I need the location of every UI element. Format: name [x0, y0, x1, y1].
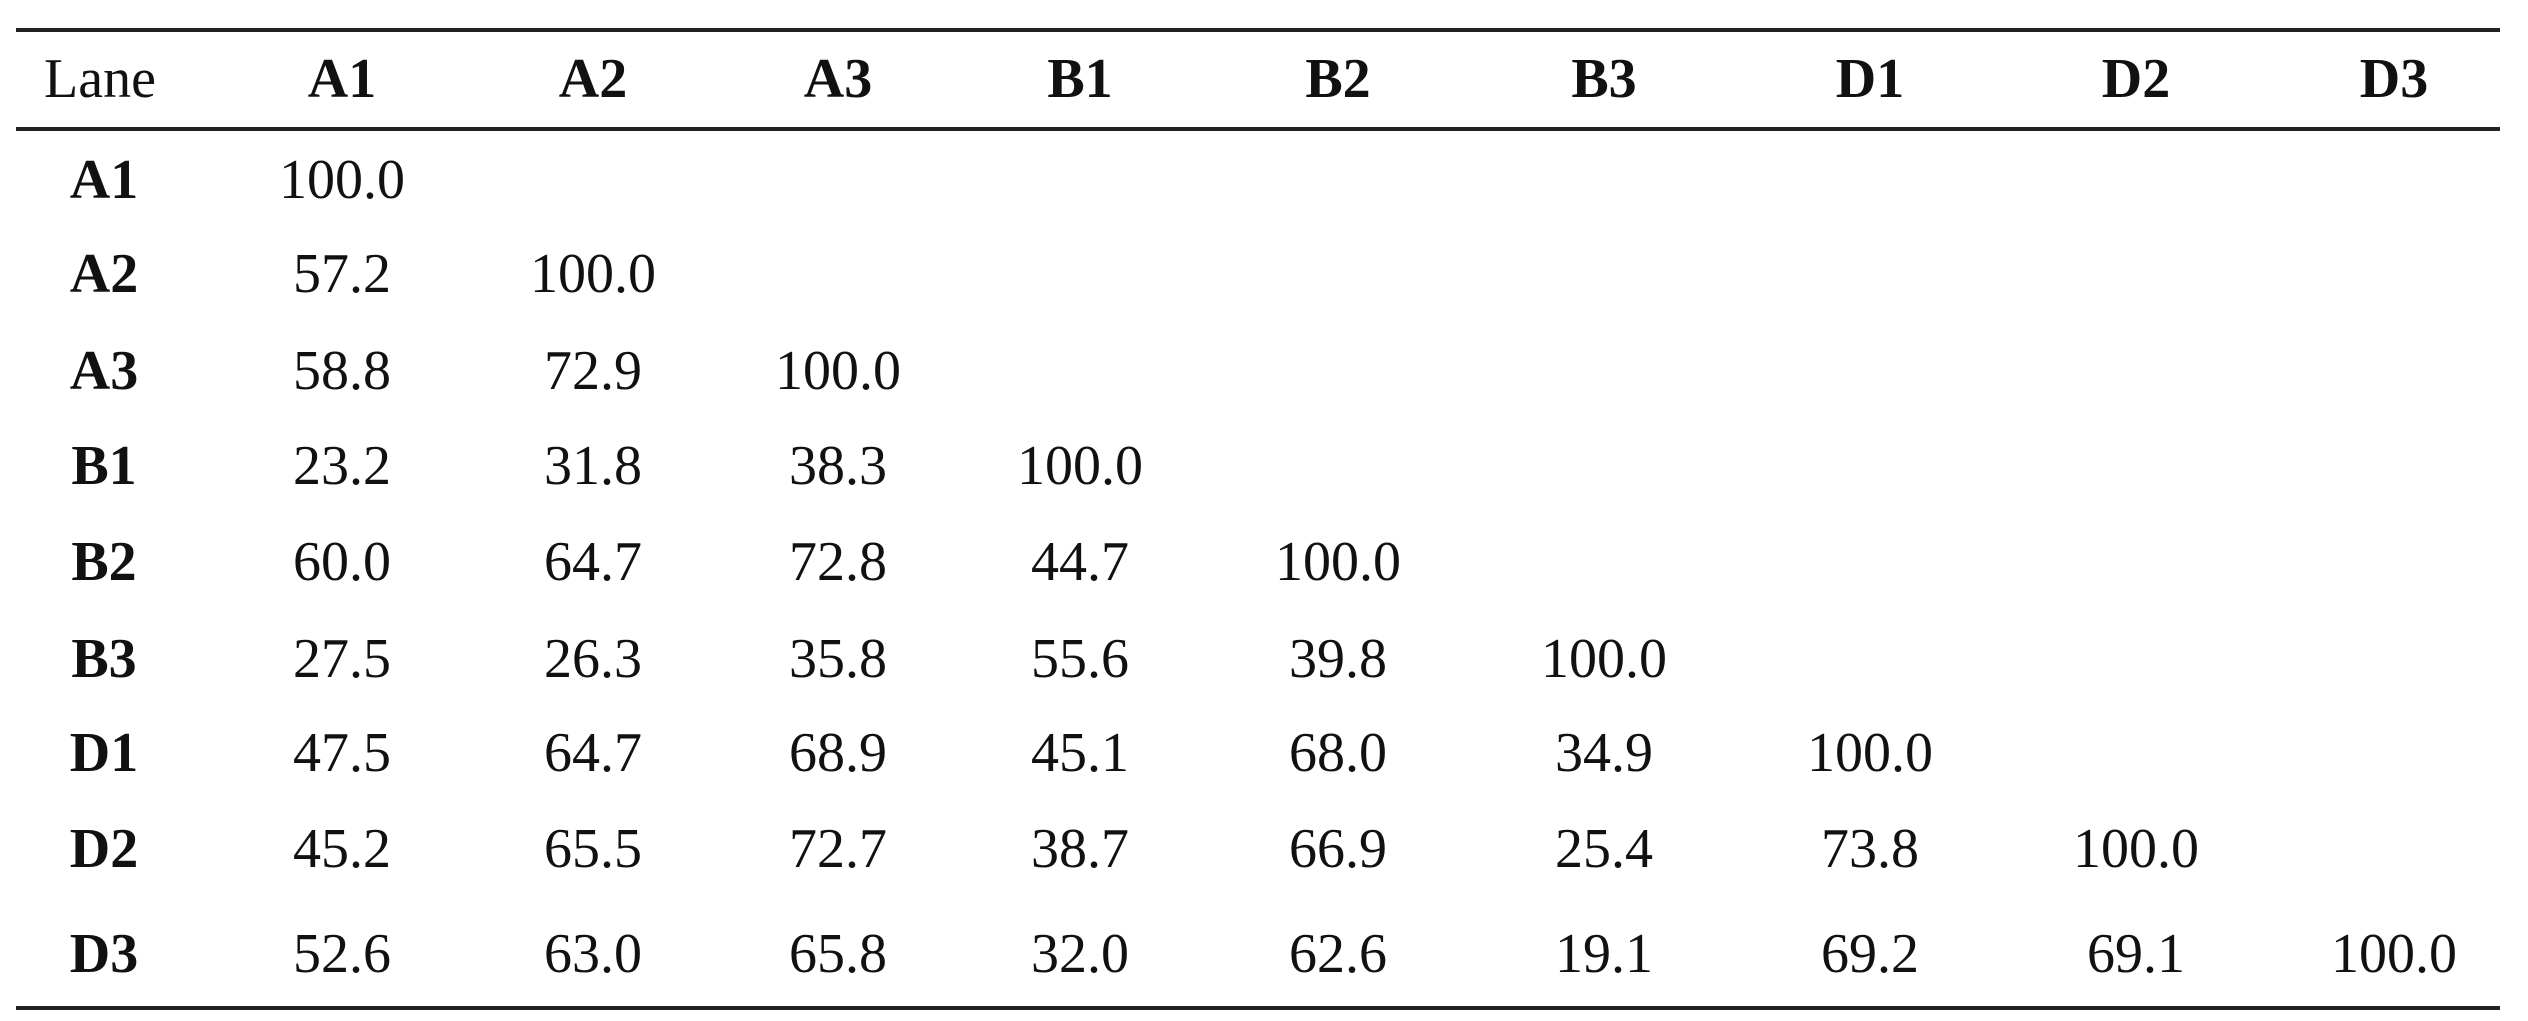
column-header: A2 [559, 48, 627, 110]
cell: 73.8 [1821, 818, 1919, 880]
cell: 65.5 [544, 818, 642, 880]
row-label: D1 [70, 722, 138, 784]
cell: 68.0 [1289, 722, 1387, 784]
cell: 72.9 [544, 340, 642, 402]
cell: 100.0 [1017, 435, 1143, 497]
cell: 72.7 [789, 818, 887, 880]
cell: 57.2 [293, 243, 391, 305]
column-header: D2 [2102, 48, 2170, 110]
cell: 100.0 [1541, 628, 1667, 690]
column-header: D3 [2360, 48, 2428, 110]
cell: 100.0 [1807, 722, 1933, 784]
cell: 100.0 [2073, 818, 2199, 880]
cell: 27.5 [293, 628, 391, 690]
cell: 100.0 [279, 149, 405, 211]
cell: 69.2 [1821, 923, 1919, 985]
cell: 34.9 [1555, 722, 1653, 784]
cell: 19.1 [1555, 923, 1653, 985]
column-header: A3 [804, 48, 872, 110]
cell: 38.3 [789, 435, 887, 497]
cell: 45.2 [293, 818, 391, 880]
cell: 39.8 [1289, 628, 1387, 690]
row-label: B3 [71, 628, 136, 690]
column-header: Lane [44, 48, 156, 110]
cell: 32.0 [1031, 923, 1129, 985]
column-header: D1 [1836, 48, 1904, 110]
row-label: A1 [70, 149, 138, 211]
cell: 25.4 [1555, 818, 1653, 880]
cell: 64.7 [544, 531, 642, 593]
column-header: B3 [1571, 48, 1636, 110]
cell: 65.8 [789, 923, 887, 985]
column-header: A1 [308, 48, 376, 110]
cell: 100.0 [775, 340, 901, 402]
column-header: B2 [1305, 48, 1370, 110]
cell: 58.8 [293, 340, 391, 402]
cell: 45.1 [1031, 722, 1129, 784]
cell: 52.6 [293, 923, 391, 985]
row-label: D2 [70, 818, 138, 880]
cell: 23.2 [293, 435, 391, 497]
column-header: B1 [1047, 48, 1112, 110]
cell: 47.5 [293, 722, 391, 784]
cell: 100.0 [2331, 923, 2457, 985]
row-label: B1 [71, 435, 136, 497]
row-label: A3 [70, 340, 138, 402]
cell: 35.8 [789, 628, 887, 690]
cell: 44.7 [1031, 531, 1129, 593]
cell: 72.8 [789, 531, 887, 593]
cell: 60.0 [293, 531, 391, 593]
row-label: D3 [70, 923, 138, 985]
cell: 64.7 [544, 722, 642, 784]
cell: 31.8 [544, 435, 642, 497]
cell: 100.0 [530, 243, 656, 305]
cell: 66.9 [1289, 818, 1387, 880]
row-label: B2 [71, 531, 136, 593]
cell: 100.0 [1275, 531, 1401, 593]
cell: 26.3 [544, 628, 642, 690]
cell: 68.9 [789, 722, 887, 784]
cell: 63.0 [544, 923, 642, 985]
cell: 38.7 [1031, 818, 1129, 880]
cell: 62.6 [1289, 923, 1387, 985]
cell: 69.1 [2087, 923, 2185, 985]
row-label: A2 [70, 243, 138, 305]
cell: 55.6 [1031, 628, 1129, 690]
